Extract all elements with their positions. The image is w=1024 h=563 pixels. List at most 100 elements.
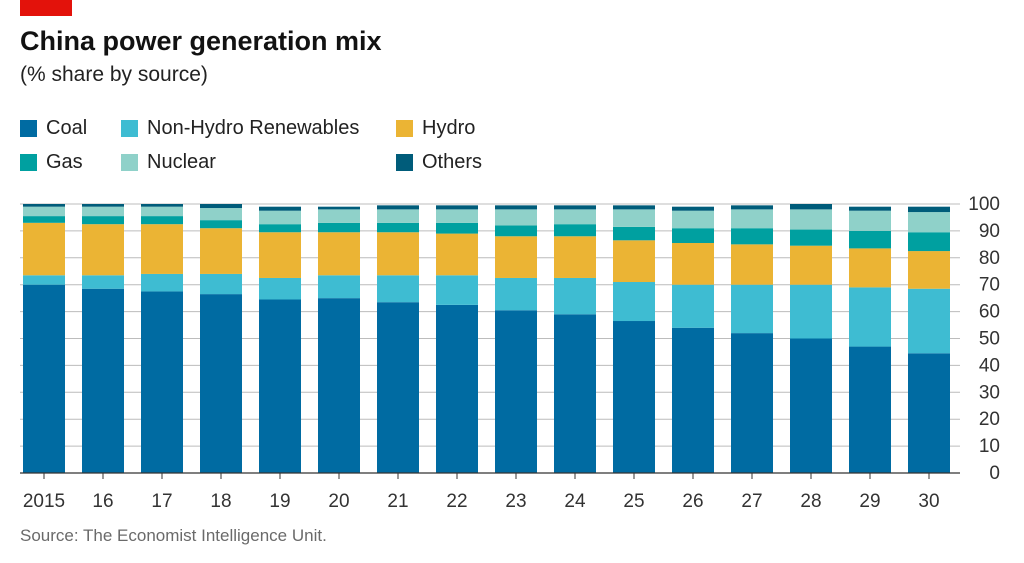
bar-segment-hydro-17	[141, 224, 183, 274]
bar-segment-non-hydro-renewables-25	[613, 282, 655, 322]
bar-segment-others-21	[377, 205, 419, 210]
x-tick-label-29: 29	[859, 491, 880, 512]
legend-swatch-non-hydro-renewables	[121, 119, 138, 137]
bar-stack-26	[672, 206, 714, 473]
bar-segment-nuclear-2015	[23, 206, 65, 217]
bar-segment-hydro-20	[318, 232, 360, 276]
legend-swatch-others	[396, 153, 413, 171]
bar-segment-others-18	[200, 204, 242, 209]
legend-swatch-nuclear	[121, 153, 138, 171]
bar-segment-nuclear-28	[790, 209, 832, 230]
legend-item-nuclear: Nuclear	[121, 150, 216, 174]
legend-label-coal: Coal	[46, 116, 88, 139]
bar-segment-hydro-23	[495, 236, 537, 278]
x-tick-label-19: 19	[269, 491, 290, 512]
legend-label-others: Others	[422, 150, 483, 173]
bar-segment-coal-23	[495, 310, 537, 473]
bar-segment-gas-30	[908, 232, 950, 252]
bar-segment-gas-17	[141, 216, 183, 225]
bar-segment-non-hydro-renewables-30	[908, 288, 950, 354]
bar-segment-hydro-29	[849, 248, 891, 288]
x-tick-label-26: 26	[682, 491, 703, 512]
bar-stack-29	[849, 206, 891, 473]
bar-segment-non-hydro-renewables-17	[141, 273, 183, 292]
bar-segment-gas-22	[436, 222, 478, 234]
bar-segment-others-16	[82, 204, 124, 207]
bar-segment-others-27	[731, 205, 773, 210]
bar-segment-coal-24	[554, 314, 596, 473]
bar-segment-hydro-16	[82, 224, 124, 276]
bar-stack-24	[554, 205, 596, 473]
bar-segment-non-hydro-renewables-28	[790, 284, 832, 339]
bar-segment-others-30	[908, 206, 950, 213]
x-tick-label-22: 22	[446, 491, 467, 512]
bar-segment-coal-22	[436, 304, 478, 473]
bar-segment-non-hydro-renewables-16	[82, 275, 124, 289]
bar-segment-hydro-24	[554, 236, 596, 278]
bar-segment-hydro-22	[436, 233, 478, 276]
bar-segment-others-19	[259, 206, 301, 211]
bar-segment-non-hydro-renewables-19	[259, 277, 301, 300]
y-tick-label-0: 0	[989, 463, 1000, 484]
bar-segment-gas-20	[318, 222, 360, 233]
x-tick-label-21: 21	[387, 491, 408, 512]
bar-stack-30	[908, 206, 950, 473]
y-tick-label-40: 40	[979, 355, 1000, 376]
bar-segment-others-20	[318, 206, 360, 210]
bar-segment-coal-17	[141, 291, 183, 473]
bar-segment-others-23	[495, 205, 537, 210]
bar-segment-hydro-2015	[23, 222, 65, 276]
y-tick-label-30: 30	[979, 382, 1000, 403]
bar-stack-20	[318, 206, 360, 473]
x-tick-label-28: 28	[800, 491, 821, 512]
bar-segment-coal-19	[259, 299, 301, 473]
bar-segment-hydro-27	[731, 244, 773, 285]
x-tick-label-20: 20	[328, 491, 349, 512]
bar-segment-nuclear-26	[672, 210, 714, 229]
source-note: Source: The Economist Intelligence Unit.	[20, 526, 327, 545]
bar-segment-others-26	[672, 206, 714, 211]
y-tick-label-100: 100	[968, 194, 1000, 215]
bar-segment-nuclear-25	[613, 209, 655, 227]
bar-segment-nuclear-23	[495, 209, 537, 226]
x-tick-label-27: 27	[741, 491, 762, 512]
bar-segment-hydro-18	[200, 228, 242, 274]
bar-segment-coal-27	[731, 333, 773, 473]
bar-segment-non-hydro-renewables-26	[672, 284, 714, 328]
bar-segment-non-hydro-renewables-27	[731, 284, 773, 334]
chart-title: China power generation mix	[20, 26, 382, 56]
x-tick-label-2015: 2015	[23, 491, 65, 512]
x-tick-label-24: 24	[564, 491, 586, 512]
y-tick-label-10: 10	[979, 436, 1000, 457]
bar-stack-18	[200, 204, 242, 473]
bar-segment-hydro-30	[908, 251, 950, 289]
bar-segment-gas-23	[495, 225, 537, 237]
bar-stack-17	[141, 204, 183, 473]
bar-stack-27	[731, 205, 773, 473]
bar-segment-non-hydro-renewables-21	[377, 275, 419, 303]
brand-red-tag	[20, 0, 72, 16]
bar-segment-others-24	[554, 205, 596, 210]
bar-stack-21	[377, 205, 419, 473]
bar-segment-non-hydro-renewables-23	[495, 277, 537, 311]
bar-segment-nuclear-30	[908, 212, 950, 233]
bar-segment-non-hydro-renewables-29	[849, 287, 891, 347]
bar-segment-coal-20	[318, 298, 360, 473]
legend: Coal Non-Hydro Renewables Hydro Gas Nucl…	[20, 116, 540, 180]
legend-label-nuclear: Nuclear	[147, 150, 216, 173]
bar-stack-25	[613, 205, 655, 473]
bar-segment-others-2015	[23, 204, 65, 207]
bar-segment-gas-16	[82, 216, 124, 225]
bar-stack-22	[436, 205, 478, 473]
legend-label-hydro: Hydro	[422, 116, 476, 139]
x-tick-label-17: 17	[151, 491, 172, 512]
bar-segment-hydro-19	[259, 232, 301, 278]
bar-segment-nuclear-16	[82, 206, 124, 217]
bar-stacks	[23, 204, 950, 473]
bar-segment-coal-26	[672, 327, 714, 473]
bar-stack-19	[259, 206, 301, 473]
bar-segment-gas-19	[259, 224, 301, 233]
bar-segment-non-hydro-renewables-24	[554, 277, 596, 315]
bar-segment-gas-26	[672, 228, 714, 244]
